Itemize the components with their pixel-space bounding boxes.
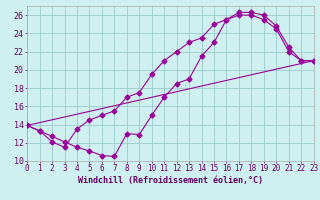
X-axis label: Windchill (Refroidissement éolien,°C): Windchill (Refroidissement éolien,°C): [78, 176, 263, 185]
